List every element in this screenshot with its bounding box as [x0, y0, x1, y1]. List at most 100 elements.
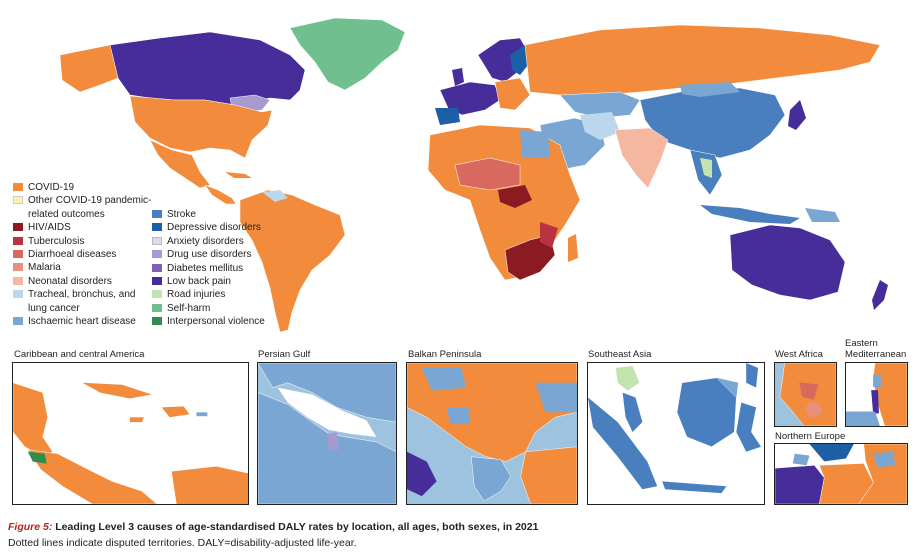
madagascar	[568, 234, 578, 262]
new-zealand	[872, 280, 888, 310]
legend-swatch	[152, 263, 162, 272]
papua	[805, 208, 840, 222]
legend-label: HIV/AIDS	[28, 222, 71, 234]
thailand-region	[615, 365, 640, 391]
mongolia	[680, 82, 740, 97]
venezuela	[262, 190, 288, 202]
inset-eastern-med-map	[846, 363, 907, 426]
guatemala	[27, 451, 47, 464]
italy	[407, 451, 437, 497]
legend-label: Interpersonal violence	[167, 316, 265, 328]
germany-netherlands	[775, 465, 825, 504]
turkey	[520, 446, 577, 504]
legend-item: HIV/AIDS	[13, 221, 163, 234]
mexico	[149, 139, 211, 189]
legend-item: Depressive disorders	[152, 221, 272, 234]
mozambique	[540, 222, 558, 248]
legend-swatch	[13, 263, 23, 272]
legend-label: Road injuries	[167, 289, 226, 301]
legend-item: Tuberculosis	[13, 235, 163, 248]
indonesia	[700, 205, 800, 224]
inset-northern-europe-map	[775, 444, 907, 504]
inset-title-line1: Eastern	[845, 338, 878, 349]
central-america-region	[27, 449, 158, 504]
legend-label: Diarrhoeal diseases	[28, 249, 117, 261]
legend-swatch	[152, 210, 162, 218]
egypt	[520, 130, 550, 158]
arabia-region	[258, 392, 396, 504]
iberia	[435, 108, 460, 125]
sumatra	[588, 397, 658, 490]
inset-northern-europe	[774, 443, 908, 505]
kazakhstan	[559, 91, 641, 119]
legend-label: Tuberculosis	[28, 235, 85, 247]
inset-title-northern-europe: Northern Europe	[775, 431, 846, 442]
legend-swatch	[13, 236, 23, 245]
legend-item: Road injuries	[152, 288, 272, 301]
figure-label: Figure 5:	[8, 521, 53, 533]
thailand	[700, 158, 712, 178]
legend-label: COVID-19	[28, 182, 75, 193]
legend-swatch	[152, 290, 162, 299]
central-america	[204, 184, 237, 205]
southern-africa	[504, 234, 556, 281]
borneo	[676, 377, 737, 448]
legend-column-2: Stroke Depressive disorders Anxiety diso…	[152, 208, 272, 329]
inset-balkan-map	[407, 363, 577, 504]
figure-caption: Figure 5: Leading Level 3 causes of age-…	[8, 521, 538, 533]
legend-swatch	[152, 303, 162, 312]
inset-title-balkan: Balkan Peninsula	[408, 349, 482, 360]
legend-swatch	[152, 223, 162, 232]
uk	[452, 68, 464, 86]
india	[614, 127, 669, 189]
legend-swatch	[152, 236, 162, 245]
legend-item: Tracheal, bronchus, and lung cancer	[13, 288, 163, 315]
inset-title-persian-gulf: Persian Gulf	[258, 349, 311, 360]
canada	[109, 31, 306, 106]
greece	[470, 456, 512, 502]
figure-note: Dotted lines indicate disputed territori…	[8, 537, 357, 549]
inset-southeast-asia	[587, 362, 765, 505]
iran-region	[258, 363, 396, 423]
sierra-leone	[805, 401, 822, 418]
inset-title-caribbean: Caribbean and central America	[14, 349, 145, 360]
japan	[788, 100, 806, 130]
sulawesi	[736, 402, 762, 452]
australia	[729, 224, 846, 301]
legend-swatch	[13, 183, 23, 191]
hungary	[421, 367, 467, 391]
baltics	[858, 444, 907, 504]
legend-label: Depressive disorders	[167, 222, 261, 234]
legend-label: Self-harm	[167, 302, 211, 314]
mexico-region	[13, 382, 54, 457]
inset-west-africa	[774, 362, 837, 427]
usa	[129, 95, 273, 159]
world-map	[59, 17, 888, 333]
inset-persian-gulf-map	[258, 363, 396, 504]
legend-item: Stroke	[152, 208, 272, 221]
legend-swatch	[13, 250, 23, 259]
legend-item: Malaria	[13, 261, 163, 274]
figure-title: Leading Level 3 causes of age-standardis…	[52, 521, 539, 533]
inset-title-eastern-med: Eastern Mediterranean	[845, 338, 906, 360]
central-africa	[498, 185, 532, 208]
legend-label: Tracheal, bronchus, and	[28, 289, 136, 301]
legend-label: Anxiety disorders	[167, 235, 244, 247]
legend-swatch	[13, 290, 23, 299]
inset-caribbean	[12, 362, 249, 505]
legend-swatch	[152, 250, 162, 259]
legend-swatch	[13, 317, 23, 326]
hispaniola	[161, 406, 190, 418]
inset-west-africa-map	[779, 363, 836, 426]
legend-item: Other COVID-19 pandemic-related outcomes	[13, 194, 163, 221]
legend-label: Diabetes mellitus	[167, 262, 244, 274]
legend-item: Anxiety disorders	[152, 235, 272, 248]
lebanon	[873, 374, 881, 388]
legend-label: Malaria	[28, 262, 61, 274]
legend-label: Low back pain	[167, 276, 231, 288]
inset-balkan	[406, 362, 578, 505]
inset-caribbean-map	[13, 382, 248, 504]
poland	[818, 463, 874, 504]
malaysia-peninsula	[622, 392, 643, 433]
legend-item: Low back pain	[152, 275, 272, 288]
